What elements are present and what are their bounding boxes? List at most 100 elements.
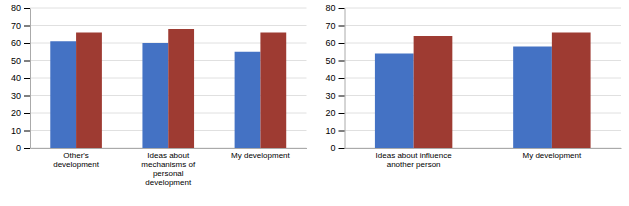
tick-label-line: another person (387, 160, 441, 169)
tick: 40 (11, 73, 30, 83)
bar-chart-panel: 01020304050607080Other'sdevelopmentIdeas… (11, 3, 307, 187)
tick-label: 20 (325, 108, 335, 118)
tick: 50 (325, 56, 344, 66)
bar (513, 47, 552, 149)
tick-label: 40 (325, 73, 335, 83)
tick: 10 (325, 126, 344, 136)
tick: 20 (11, 108, 30, 118)
tick: My development (523, 151, 582, 160)
tick: 60 (325, 38, 344, 48)
tick: 20 (325, 108, 344, 118)
tick-label: My development (231, 151, 290, 160)
bar (235, 52, 261, 148)
tick-label-line: Ideas about (147, 151, 190, 160)
tick-label: 70 (11, 21, 21, 31)
tick-mark (24, 113, 30, 114)
bar (50, 41, 76, 148)
bars (375, 33, 591, 149)
tick: 0 (330, 143, 344, 153)
tick-label: My development (523, 151, 582, 160)
tick: 70 (11, 21, 30, 31)
chart-canvas: 01020304050607080Other'sdevelopmentIdeas… (0, 0, 629, 206)
tick-mark (339, 131, 345, 132)
tick-label: 80 (11, 3, 21, 13)
tick-label-line: My development (523, 151, 582, 160)
tick: 50 (11, 56, 30, 66)
axis-line (345, 9, 346, 149)
tick-mark (24, 148, 30, 149)
grid-line (30, 8, 307, 9)
tick: 30 (325, 91, 344, 101)
bar-chart-panel: 0 10 20 30 40 50 60 70 80 Ideas about influencean… (325, 3, 621, 169)
bar (552, 33, 591, 149)
bar (414, 36, 453, 148)
tick: 80 (11, 3, 30, 13)
tick: 0 (16, 143, 30, 153)
tick-mark (339, 113, 345, 114)
axis-line (345, 148, 622, 149)
tick-label: Ideas about influenceanother person (376, 151, 453, 169)
tick-label-line: development (145, 178, 192, 187)
tick-mark (339, 61, 345, 62)
tick-label-line: personal (153, 169, 184, 178)
axis-line (31, 148, 308, 149)
y-axis: 0 10 20 30 40 50 60 70 80 (11, 3, 31, 153)
y-axis: 0 10 20 30 40 50 60 70 80 (325, 3, 345, 153)
x-axis: Ideas about influenceanother person My de… (345, 149, 622, 169)
bar-series (414, 33, 591, 149)
grid (345, 8, 622, 148)
grid-line (345, 8, 622, 9)
tick-label: 30 (11, 91, 21, 101)
tick-mark (24, 26, 30, 27)
tick-mark (24, 96, 30, 97)
tick: 10 (11, 126, 30, 136)
tick-label: 40 (11, 73, 21, 83)
tick: Other'sdevelopment (53, 151, 100, 169)
bar-series (375, 47, 552, 149)
grid-line (30, 25, 307, 26)
tick-label: 80 (325, 3, 335, 13)
tick: Ideas about influenceanother person (376, 151, 453, 169)
tick-mark (24, 8, 30, 9)
tick-label-line: Ideas about influence (376, 151, 453, 160)
tick: My development (231, 151, 290, 160)
tick-label: 30 (325, 91, 335, 101)
tick-mark (339, 43, 345, 44)
tick-mark (339, 148, 345, 149)
tick-label: 70 (325, 21, 335, 31)
bar (375, 54, 414, 149)
tick: Ideas aboutmechanisms ofpersonaldevelopm… (141, 151, 196, 188)
tick-mark (339, 78, 345, 79)
tick: 60 (11, 38, 30, 48)
tick-mark (339, 8, 345, 9)
tick-label: 10 (325, 126, 335, 136)
tick-mark (24, 43, 30, 44)
tick-label: 20 (11, 108, 21, 118)
tick-mark (24, 131, 30, 132)
bar (76, 33, 102, 149)
tick-mark (339, 96, 345, 97)
tick-label: 50 (11, 56, 21, 66)
tick-label-line: My development (231, 151, 290, 160)
axis-line (30, 9, 31, 149)
tick-label-line: development (53, 160, 100, 169)
tick-label: Other'sdevelopment (53, 151, 100, 169)
tick: 80 (325, 3, 344, 13)
tick: 40 (325, 73, 344, 83)
bars (50, 29, 286, 148)
bar (260, 33, 286, 149)
tick-label: Ideas aboutmechanisms ofpersonaldevelopm… (141, 151, 196, 188)
tick-label: 10 (11, 126, 21, 136)
tick-label: 60 (325, 38, 335, 48)
grid-line (345, 25, 622, 26)
tick-mark (24, 61, 30, 62)
tick-label: 60 (11, 38, 21, 48)
tick-label-line: mechanisms of (141, 160, 196, 169)
tick-label: 0 (330, 143, 335, 153)
bar-series (76, 29, 286, 148)
bar (168, 29, 194, 148)
tick-label-line: Other's (63, 151, 89, 160)
tick: 30 (11, 91, 30, 101)
tick-mark (339, 26, 345, 27)
grid (30, 8, 307, 148)
